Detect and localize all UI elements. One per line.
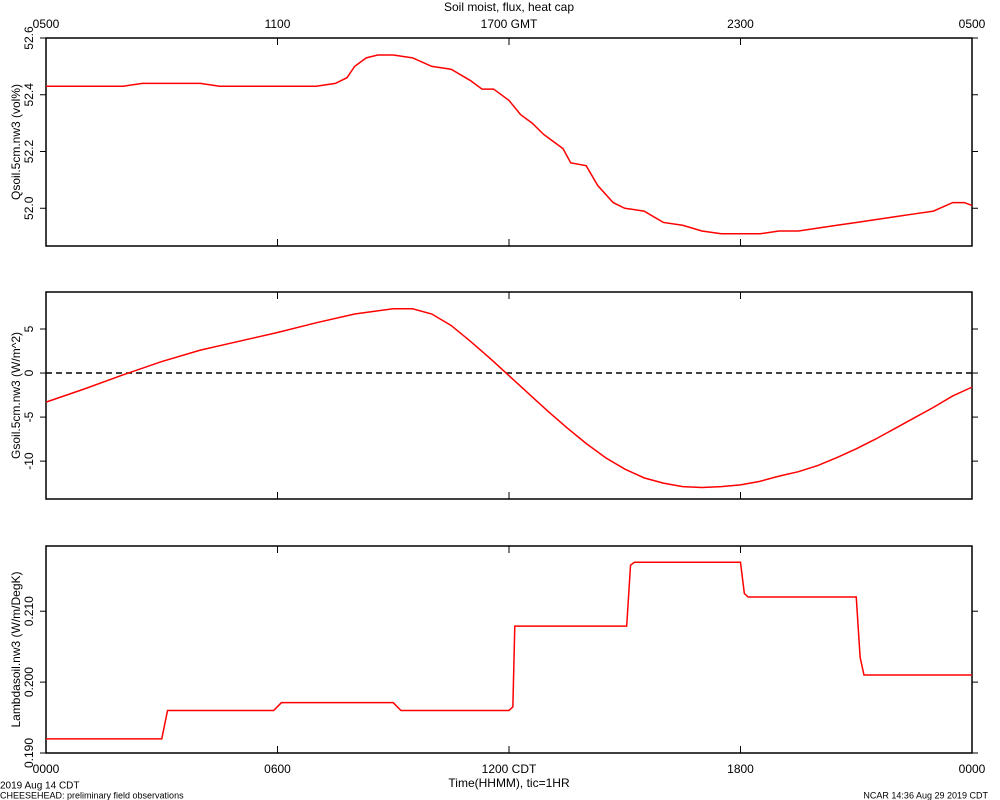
x2-tick-label: 0500 [33, 17, 60, 31]
data-line [46, 561, 972, 740]
chart-title: Soil moist, flux, heat cap [444, 0, 574, 14]
y-tick-label: 52.0 [22, 196, 36, 220]
plot-frame [45, 37, 973, 247]
y-tick-label: 52.6 [22, 26, 36, 50]
plot-frame [45, 545, 973, 754]
y-axis-label: Gsoil.5cm.nw3 (W/m^2) [9, 332, 23, 459]
x-tick-label: 0600 [264, 762, 291, 776]
y-axis-label: Qsoil.5cm.nw3 (vol%) [9, 84, 23, 200]
project-label: CHEESEHEAD: preliminary field observatio… [0, 790, 184, 800]
y-tick-label: 5 [22, 325, 36, 332]
y-tick-label: 0.210 [22, 596, 36, 626]
x2-tick-label: 1100 [265, 17, 291, 31]
x-axis-label: Time(HHMM), tic=1HR [448, 776, 570, 790]
data-line [46, 54, 973, 235]
date-label: 2019 Aug 14 CDT [0, 781, 80, 792]
y-tick-label: 0.190 [22, 738, 36, 768]
x-tick-label: 1800 [727, 762, 754, 776]
y-axis-label: Lambdasoil.nw3 (W/m/DegK) [9, 571, 23, 727]
stamp-label: NCAR 14:36 Aug 29 2019 CDT [863, 790, 988, 800]
y-tick-label: -5 [22, 411, 36, 422]
y-tick-label: 52.4 [22, 83, 36, 107]
x2-tick-label: 0500 [959, 17, 986, 31]
plot-frame [45, 291, 973, 500]
data-line [45, 307, 973, 489]
x2-tick-label: 1700 GMT [481, 17, 538, 31]
x2-tick-label: 2300 [727, 17, 754, 31]
x-tick-label: 1200 CDT [482, 762, 537, 776]
x-tick-label: 0000 [959, 762, 986, 776]
x-tick-label: 0000 [33, 762, 60, 776]
y-tick-label: 0 [22, 369, 36, 376]
y-tick-label: -10 [22, 452, 36, 470]
y-tick-label: 0.200 [22, 667, 36, 697]
y-tick-label: 52.2 [22, 140, 36, 164]
